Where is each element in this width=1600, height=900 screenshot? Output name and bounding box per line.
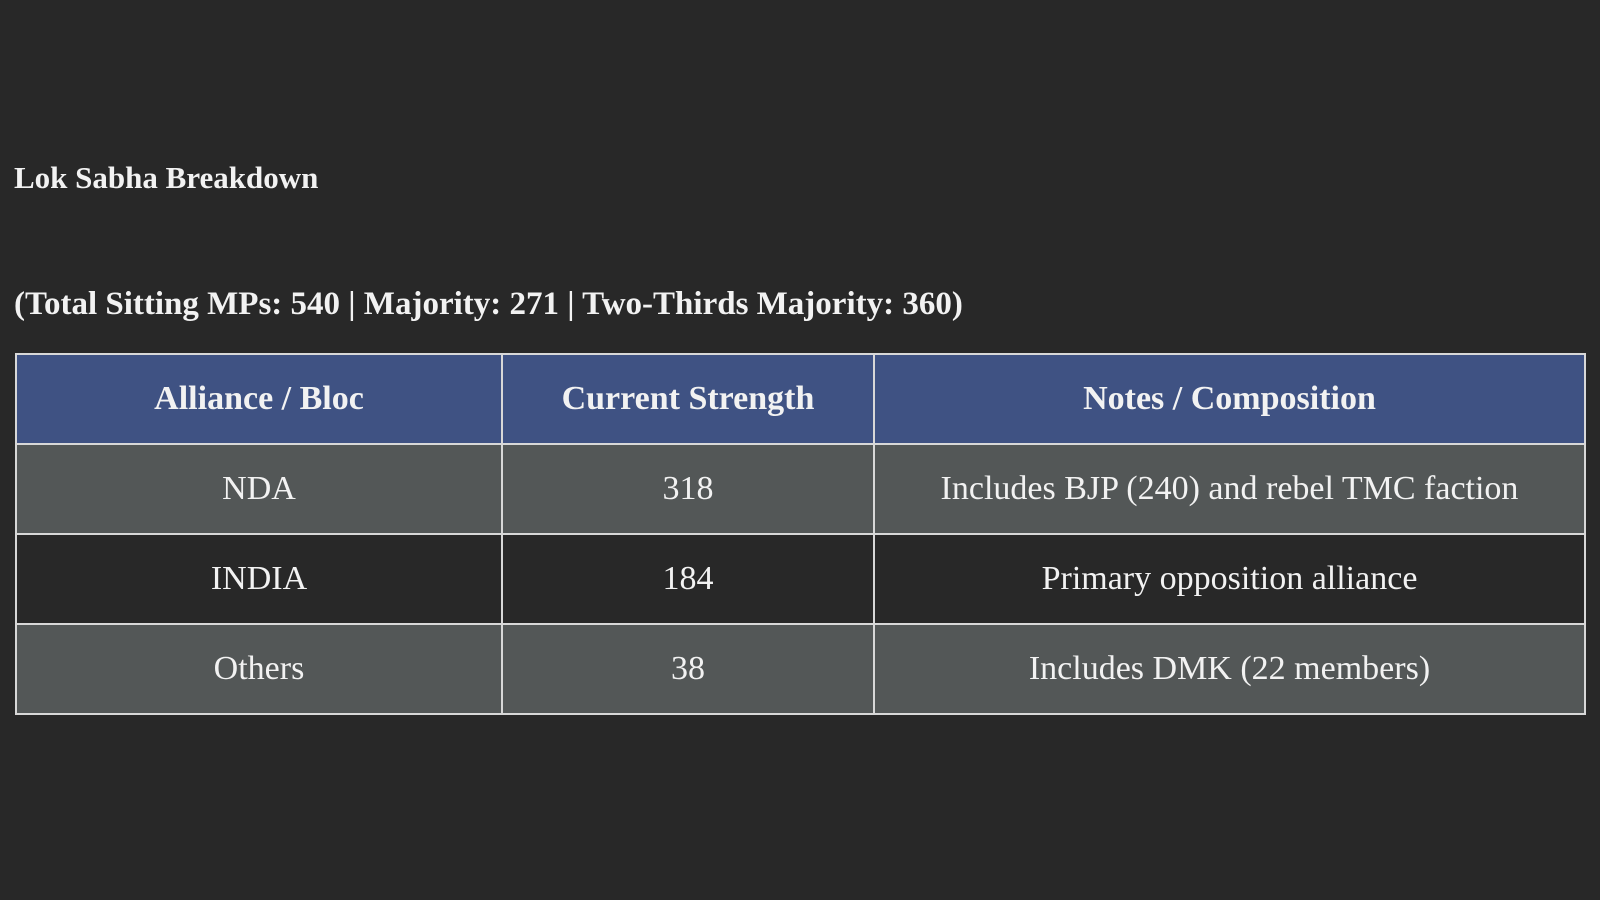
table-head: Alliance / Bloc Current Strength Notes / C… [15, 353, 1586, 445]
title: Lok Sabha Breakdown [14, 160, 319, 195]
column-header: Current Strength [501, 353, 875, 445]
table-cell: NDA [15, 443, 503, 535]
table-cell: Primary opposition alliance [873, 533, 1586, 625]
table-cell: 184 [501, 533, 875, 625]
table-cell: INDIA [15, 533, 503, 625]
table-cell: 318 [501, 443, 875, 535]
table-cell: Others [15, 623, 503, 715]
table-row: Others 38 Includes DMK (22 members) [15, 623, 1586, 715]
column-header: Notes / Composition [873, 353, 1586, 445]
table-cell: 38 [501, 623, 875, 715]
column-header: Alliance / Bloc [15, 353, 503, 445]
table-body: NDA 318 Includes BJP (240) and rebel TMC f… [15, 443, 1586, 715]
table-cell: Includes BJP (240) and rebel TMC faction [873, 443, 1586, 535]
table-row: NDA 318 Includes BJP (240) and rebel TMC f… [15, 443, 1586, 535]
table: Alliance / Bloc Current Strength Notes / C… [15, 353, 1586, 715]
table-row: INDIA 184 Primary opposition alliance [15, 533, 1586, 625]
header-row: Alliance / Bloc Current Strength Notes / C… [15, 353, 1586, 445]
subtitle: (Total Sitting MPs: 540 | Majority: 271 … [14, 286, 963, 322]
table-cell: Includes DMK (22 members) [873, 623, 1586, 715]
